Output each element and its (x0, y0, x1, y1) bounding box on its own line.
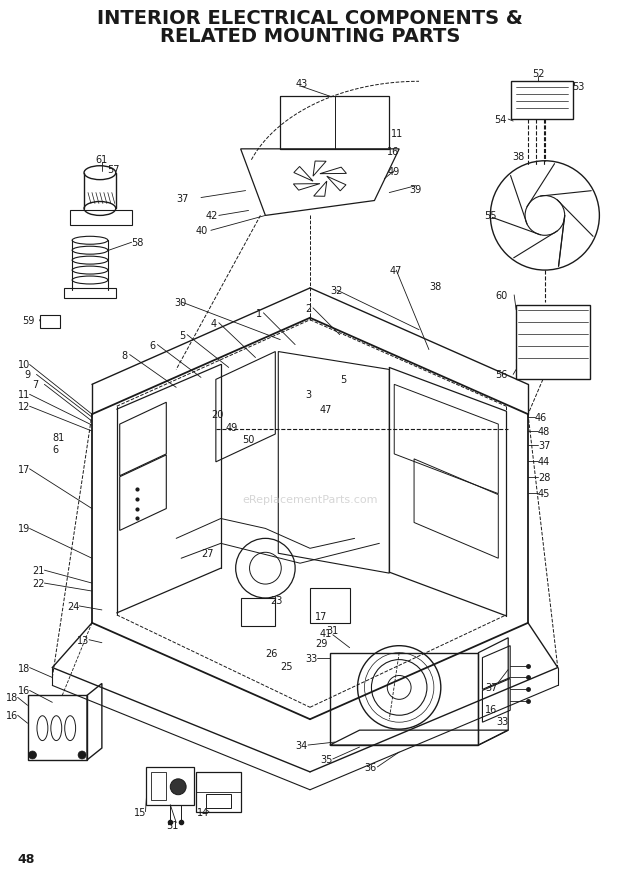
Text: 37: 37 (176, 193, 188, 204)
Text: 44: 44 (538, 457, 550, 466)
Text: 16: 16 (485, 704, 498, 715)
Text: 16: 16 (388, 147, 399, 156)
Text: 34: 34 (295, 740, 308, 750)
Text: 17: 17 (17, 464, 30, 474)
Bar (516, 306, 590, 380)
Text: 55: 55 (484, 212, 497, 221)
Text: 6: 6 (149, 340, 156, 350)
Text: 6: 6 (52, 444, 58, 455)
Text: 35: 35 (320, 754, 332, 764)
Text: 7: 7 (32, 380, 39, 390)
Text: 52: 52 (532, 69, 544, 79)
Text: 48: 48 (17, 852, 35, 865)
Text: 51: 51 (166, 819, 179, 830)
Text: eReplacementParts.com: eReplacementParts.com (242, 494, 378, 504)
Text: 28: 28 (538, 472, 551, 482)
Text: 26: 26 (265, 648, 278, 658)
Circle shape (170, 779, 186, 795)
Circle shape (78, 752, 86, 759)
Text: 17: 17 (315, 611, 327, 621)
Text: 15: 15 (133, 807, 146, 817)
Text: 48: 48 (538, 427, 550, 436)
Text: 25: 25 (280, 661, 293, 671)
Text: 9: 9 (25, 370, 31, 380)
Text: RELATED MOUNTING PARTS: RELATED MOUNTING PARTS (160, 27, 460, 46)
Text: 19: 19 (17, 524, 30, 534)
Text: 33: 33 (305, 653, 317, 663)
Text: 18: 18 (17, 663, 30, 673)
Text: 22: 22 (32, 579, 45, 588)
Text: 12: 12 (17, 402, 30, 412)
Text: 60: 60 (495, 291, 508, 300)
Text: 49: 49 (388, 167, 399, 176)
Text: 11: 11 (391, 129, 404, 139)
Bar (310, 588, 350, 623)
Text: 45: 45 (538, 488, 551, 498)
Text: 16: 16 (6, 710, 18, 721)
Text: 61: 61 (95, 155, 107, 164)
Text: 59: 59 (22, 315, 35, 326)
Text: 54: 54 (494, 115, 507, 125)
Text: 3: 3 (305, 390, 311, 399)
Text: 33: 33 (497, 716, 508, 726)
Text: 38: 38 (429, 282, 441, 291)
Text: 47: 47 (389, 266, 402, 276)
Bar (241, 598, 275, 626)
Text: 16: 16 (17, 686, 30, 695)
Text: 41: 41 (320, 628, 332, 638)
Text: 58: 58 (131, 238, 144, 248)
Text: 31: 31 (326, 625, 338, 635)
Text: 37: 37 (485, 682, 498, 693)
Text: 23: 23 (270, 595, 283, 605)
Text: 53: 53 (573, 83, 585, 92)
Bar (206, 794, 231, 808)
Text: 49: 49 (226, 422, 238, 433)
Text: 50: 50 (242, 435, 255, 444)
Text: 81: 81 (52, 433, 64, 443)
Text: 39: 39 (409, 184, 422, 194)
Text: 1: 1 (255, 308, 262, 319)
Text: 43: 43 (295, 79, 308, 90)
Text: 10: 10 (17, 360, 30, 370)
Text: 18: 18 (6, 693, 18, 702)
Text: INTERIOR ELECTRICAL COMPONENTS &: INTERIOR ELECTRICAL COMPONENTS & (97, 9, 523, 28)
Text: 42: 42 (206, 212, 218, 221)
Text: 38: 38 (512, 152, 525, 162)
Text: 46: 46 (535, 413, 547, 422)
Text: 20: 20 (211, 410, 223, 420)
Text: 24: 24 (67, 601, 79, 611)
Text: 14: 14 (197, 807, 210, 817)
Text: 5: 5 (179, 330, 185, 341)
Text: 32: 32 (330, 285, 342, 296)
Text: 47: 47 (320, 405, 332, 414)
Text: 13: 13 (77, 635, 89, 645)
Text: 40: 40 (196, 226, 208, 236)
Text: 37: 37 (538, 441, 551, 450)
Text: 30: 30 (174, 298, 187, 307)
Text: 4: 4 (211, 319, 217, 328)
Text: 5: 5 (340, 375, 346, 385)
Text: 29: 29 (315, 638, 327, 648)
Text: 11: 11 (17, 390, 30, 399)
Text: 8: 8 (122, 350, 128, 360)
Text: 27: 27 (201, 549, 213, 558)
Text: 2: 2 (305, 304, 311, 313)
Circle shape (29, 752, 37, 759)
Text: 21: 21 (32, 565, 45, 575)
Text: 36: 36 (365, 762, 377, 772)
Text: 57: 57 (107, 164, 119, 175)
Text: 56: 56 (495, 370, 508, 380)
